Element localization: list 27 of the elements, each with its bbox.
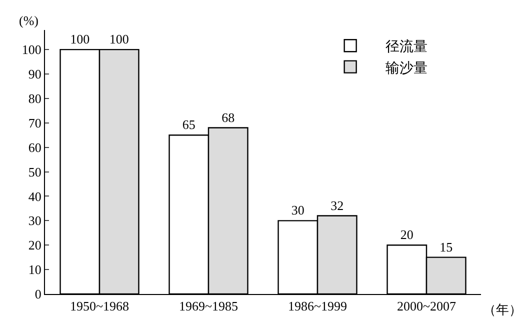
y-tick-label: 0 xyxy=(34,286,42,302)
y-axis-title: (%) xyxy=(19,13,38,28)
y-tick-label: 60 xyxy=(28,140,42,155)
x-axis-title: （年） xyxy=(483,302,522,317)
y-tick-label: 50 xyxy=(28,164,42,180)
y-tick-label: 90 xyxy=(28,66,42,82)
data-label: 65 xyxy=(182,117,196,132)
x-tick-label: 1986~1999 xyxy=(288,298,348,314)
x-tick-label: 2000~2007 xyxy=(396,298,457,314)
y-tick-label: 30 xyxy=(28,213,42,228)
legend-label: 输沙量 xyxy=(385,60,428,76)
data-label: 20 xyxy=(400,227,414,242)
y-tick-label: 100 xyxy=(22,42,42,58)
data-label: 15 xyxy=(440,239,453,254)
data-label: 100 xyxy=(70,32,90,47)
x-tick-label: 1969~1985 xyxy=(178,298,238,314)
y-tick-label: 70 xyxy=(28,115,42,130)
data-label: 30 xyxy=(291,202,304,218)
data-label: 100 xyxy=(109,32,129,47)
x-tick-label: 1950~1968 xyxy=(70,298,130,314)
legend-label: 径流量 xyxy=(385,39,428,56)
data-label: 68 xyxy=(222,110,235,125)
y-tick-label: 20 xyxy=(28,238,42,253)
y-tick-label: 40 xyxy=(28,188,42,204)
data-label: 32 xyxy=(330,198,344,213)
y-tick-label: 80 xyxy=(28,90,42,106)
y-tick-label: 10 xyxy=(28,262,42,278)
